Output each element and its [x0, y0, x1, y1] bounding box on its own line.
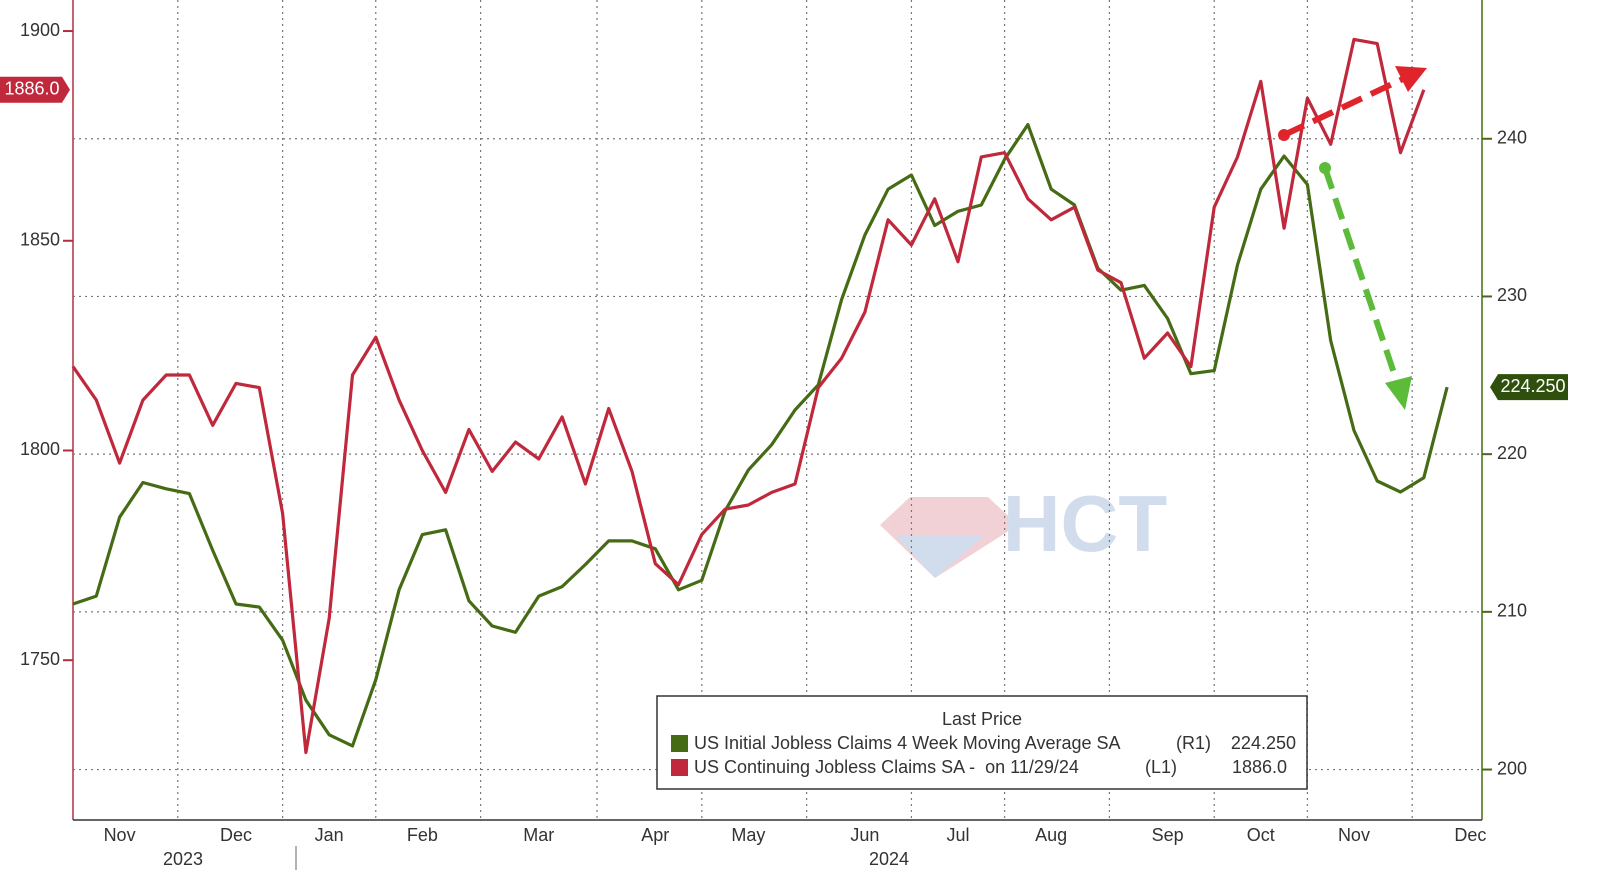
x-tick-label: Apr: [641, 825, 669, 845]
x-tick-label: Nov: [1338, 825, 1370, 845]
y-tick-label: 1900: [20, 20, 60, 40]
watermark-text: HCT: [1003, 479, 1168, 568]
y-tick-label: 1850: [20, 230, 60, 250]
legend: Last Price US Initial Jobless Claims 4 W…: [656, 695, 1308, 790]
series-line: [72, 123, 1449, 748]
x-tick-label: May: [731, 825, 765, 845]
plot: [71, 0, 1482, 820]
x-tick-label: Jun: [850, 825, 879, 845]
red-arrow: [1278, 66, 1427, 141]
legend-box: [656, 695, 1308, 790]
y-tick-label: 1800: [20, 439, 60, 459]
last-value-badge: [0, 76, 70, 103]
last-value-label: 1886.0: [4, 79, 59, 99]
x-tick-label: Jan: [315, 825, 344, 845]
legend-value: 224.250: [1231, 733, 1296, 753]
legend-entry: US Continuing Jobless Claims SA - on 11/…: [694, 757, 1079, 777]
legend-value: 1886.0: [1232, 757, 1287, 777]
year-label: 2024: [869, 849, 909, 869]
y2-tick-label: 200: [1497, 758, 1527, 778]
legend-axis: (R1): [1176, 733, 1211, 753]
series-line: [71, 37, 1426, 755]
y2-tick-label: 240: [1497, 128, 1527, 148]
legend-swatch: [671, 735, 688, 752]
x-tick-label: Feb: [407, 825, 438, 845]
last-value-badge: [1490, 374, 1568, 401]
x-tick-label: Dec: [1454, 825, 1486, 845]
x-tick-label: Mar: [523, 825, 554, 845]
x-tick-label: Sep: [1152, 825, 1184, 845]
watermark: HCT: [880, 479, 1167, 578]
y2-tick-label: 230: [1497, 285, 1527, 305]
x-tick-label: Dec: [220, 825, 252, 845]
x-tick-label: Aug: [1035, 825, 1067, 845]
x-tick-label: Nov: [104, 825, 136, 845]
year-label: 2023: [163, 849, 203, 869]
legend-axis: (L1): [1145, 757, 1177, 777]
last-value-label: 224.250: [1500, 376, 1565, 396]
green-arrow: [1319, 162, 1412, 410]
y-tick-label: 1750: [20, 649, 60, 669]
legend-entry: US Initial Jobless Claims 4 Week Moving …: [694, 733, 1121, 753]
legend-title: Last Price: [942, 709, 1022, 729]
legend-swatch: [671, 759, 688, 776]
y2-tick-label: 210: [1497, 601, 1527, 621]
x-tick-label: Jul: [947, 825, 970, 845]
y2-tick-label: 220: [1497, 443, 1527, 463]
x-tick-label: Oct: [1247, 825, 1275, 845]
